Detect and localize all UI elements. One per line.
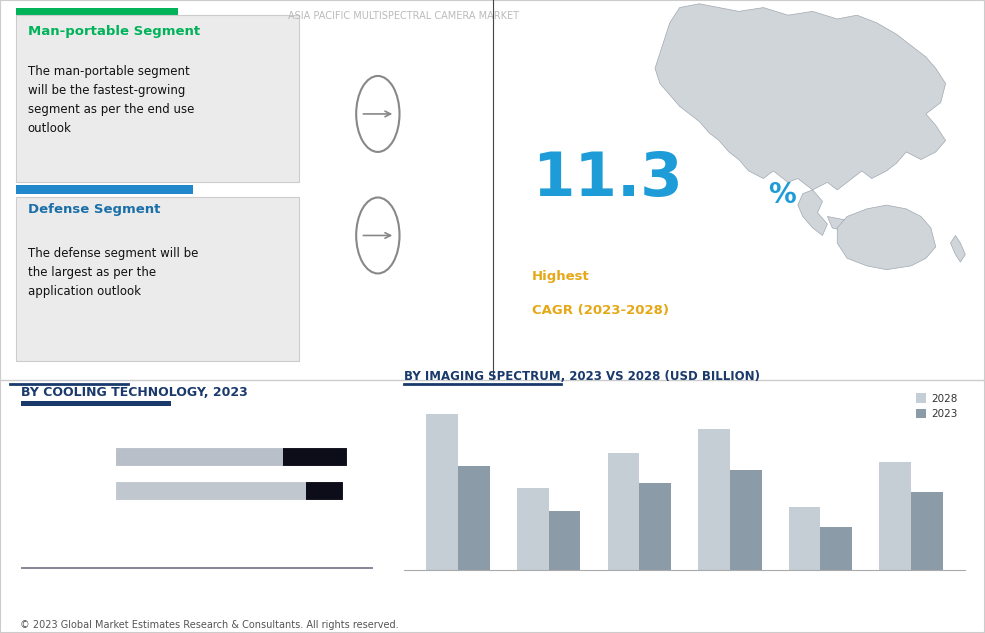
- Text: %: %: [768, 181, 796, 209]
- Bar: [911, 492, 943, 570]
- FancyBboxPatch shape: [114, 446, 283, 466]
- Polygon shape: [655, 4, 946, 190]
- FancyBboxPatch shape: [305, 481, 343, 500]
- Bar: [608, 453, 639, 570]
- Text: Highest: Highest: [532, 270, 590, 283]
- Bar: [821, 527, 852, 570]
- Bar: [517, 487, 549, 570]
- Text: BY IMAGING SPECTRUM, 2023 VS 2028 (USD BILLION): BY IMAGING SPECTRUM, 2023 VS 2028 (USD B…: [404, 370, 759, 383]
- Polygon shape: [951, 235, 965, 262]
- Text: The defense segment will be
the largest as per the
application outlook: The defense segment will be the largest …: [28, 247, 198, 298]
- Bar: [458, 466, 490, 570]
- Bar: [880, 461, 911, 570]
- Text: The man-portable segment
will be the fastest-growing
segment as per the end use
: The man-portable segment will be the fas…: [28, 65, 194, 135]
- Bar: [639, 484, 671, 570]
- Polygon shape: [798, 190, 827, 235]
- FancyBboxPatch shape: [283, 446, 347, 466]
- Text: 11.3: 11.3: [532, 150, 683, 209]
- Text: BY COOLING TECHNOLOGY, 2023: BY COOLING TECHNOLOGY, 2023: [21, 386, 248, 399]
- Bar: [730, 470, 761, 570]
- FancyBboxPatch shape: [16, 185, 193, 194]
- Legend: 2028, 2023: 2028, 2023: [914, 391, 960, 421]
- FancyBboxPatch shape: [16, 8, 178, 17]
- FancyBboxPatch shape: [16, 15, 299, 182]
- Text: Defense Segment: Defense Segment: [28, 203, 160, 216]
- Text: © 2023 Global Market Estimates Research & Consultants. All rights reserved.: © 2023 Global Market Estimates Research …: [20, 620, 398, 630]
- FancyBboxPatch shape: [114, 481, 305, 500]
- FancyBboxPatch shape: [21, 567, 373, 569]
- FancyBboxPatch shape: [21, 401, 170, 406]
- Polygon shape: [837, 205, 936, 270]
- Text: CAGR (2023-2028): CAGR (2023-2028): [532, 304, 669, 317]
- Bar: [427, 414, 458, 570]
- Bar: [698, 429, 730, 570]
- Bar: [789, 507, 821, 570]
- Text: ASIA PACIFIC MULTISPECTRAL CAMERA MARKET: ASIA PACIFIC MULTISPECTRAL CAMERA MARKET: [289, 11, 519, 22]
- Text: Man-portable Segment: Man-portable Segment: [28, 25, 200, 38]
- FancyBboxPatch shape: [16, 197, 299, 361]
- Bar: [549, 511, 580, 570]
- Polygon shape: [827, 216, 916, 235]
